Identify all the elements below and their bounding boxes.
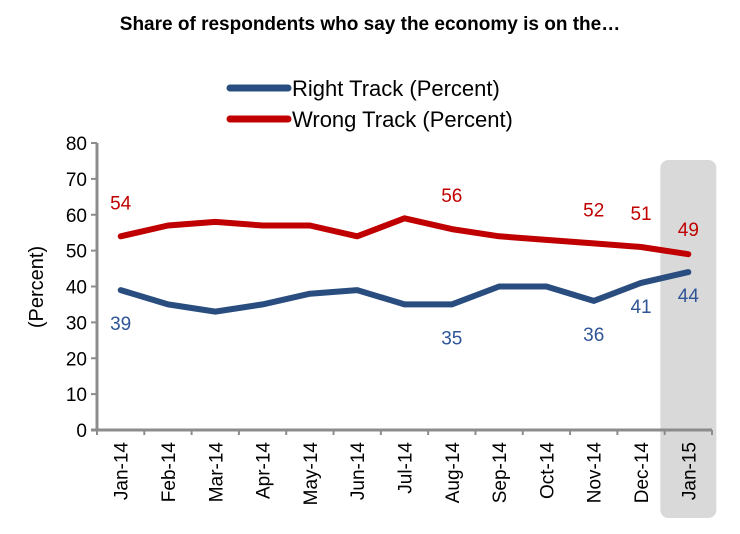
y-tick-label: 40: [66, 278, 87, 299]
legend-label: Right Track (Percent): [292, 76, 500, 101]
series-line: [117, 215, 692, 258]
axes: 0 10 20 30 40 50 60 70 80 Jan-14 Feb-14 Mar-14 Apr-1…: [66, 134, 713, 506]
x-tick-label: Jun-14: [348, 442, 369, 501]
y-axis-label: (Percent): [26, 246, 48, 328]
x-tick-label: Oct-14: [537, 442, 558, 499]
x-tick-label: Dec-14: [632, 442, 653, 504]
data-labels: 39 35 36 41 44 54 56 52 51 49: [110, 186, 699, 349]
y-tick-label: 10: [66, 385, 87, 406]
y-tick-label: 60: [66, 206, 87, 227]
data-label: 49: [678, 220, 699, 241]
series-lines: [117, 215, 692, 315]
x-tick-label: Jul-14: [396, 442, 417, 494]
x-tick-label: Jan-15: [679, 442, 700, 500]
x-tick-label: Nov-14: [585, 442, 606, 504]
x-tick-label: Jan-14: [112, 442, 133, 501]
data-label: 35: [441, 328, 462, 349]
x-tick-label: Feb-14: [159, 442, 180, 503]
data-label: 39: [110, 314, 131, 335]
legend: Right Track (Percent) Wrong Track (Percen…: [226, 76, 513, 132]
x-tick-label: Aug-14: [443, 442, 464, 504]
chart-title: Share of respondents who say the economy…: [119, 14, 621, 35]
y-tick-label: 80: [66, 134, 87, 155]
y-tick-label: 30: [66, 313, 87, 334]
x-tick-label: Mar-14: [206, 442, 227, 503]
x-tick-label: Apr-14: [254, 442, 275, 499]
data-label: 51: [630, 204, 651, 225]
y-tick-label: 0: [76, 421, 87, 442]
data-label: 54: [110, 193, 132, 214]
data-label: 52: [583, 200, 604, 221]
data-label: 56: [441, 186, 462, 207]
data-label: 44: [678, 286, 700, 307]
legend-label: Wrong Track (Percent): [292, 107, 513, 132]
data-label: 36: [583, 325, 604, 346]
data-label: 41: [630, 297, 651, 318]
y-tick-label: 50: [66, 242, 87, 263]
y-tick-label: 20: [66, 349, 87, 370]
y-tick-label: 70: [66, 170, 87, 191]
x-tick-label: May-14: [301, 442, 322, 506]
series-line: [117, 269, 692, 315]
x-tick-label: Sep-14: [490, 442, 511, 504]
